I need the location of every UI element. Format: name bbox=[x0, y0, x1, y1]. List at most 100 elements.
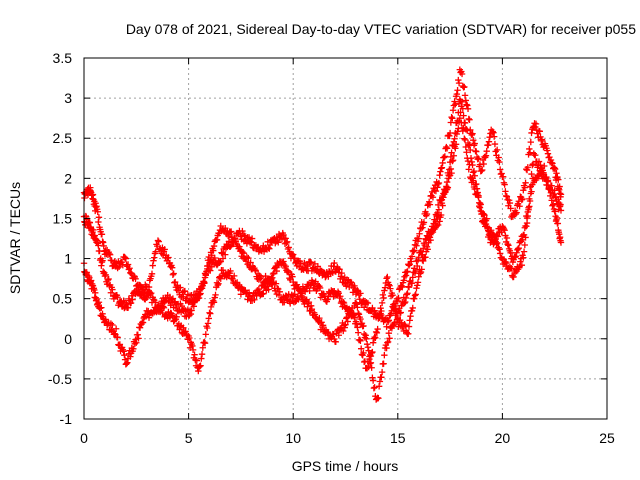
scatter-point bbox=[145, 314, 153, 321]
scatter-point bbox=[112, 325, 120, 332]
scatter-point bbox=[384, 273, 391, 281]
scatter-point bbox=[340, 299, 348, 307]
scatter-point bbox=[393, 308, 400, 316]
scatter-point bbox=[384, 339, 391, 346]
scatter-point bbox=[269, 270, 277, 278]
scatter-point bbox=[549, 202, 556, 209]
scatter-point bbox=[553, 214, 561, 222]
scatter-point bbox=[206, 309, 213, 316]
scatter-point bbox=[480, 211, 487, 218]
grid-lines bbox=[84, 58, 607, 419]
scatter-point bbox=[400, 277, 407, 284]
scatter-point bbox=[524, 212, 532, 220]
scatter-point bbox=[525, 206, 532, 213]
scatter-point bbox=[355, 329, 362, 336]
scatter-point bbox=[405, 323, 413, 330]
scatter-point bbox=[115, 263, 123, 270]
scatter-point bbox=[191, 351, 198, 358]
scatter-point bbox=[402, 294, 410, 302]
scatter-point bbox=[466, 141, 473, 148]
scatter-point bbox=[507, 205, 514, 212]
scatter-point bbox=[265, 286, 272, 293]
scatter-point bbox=[528, 129, 535, 137]
scatter-point bbox=[245, 289, 253, 296]
scatter-point bbox=[133, 339, 140, 346]
scatter-point bbox=[408, 280, 416, 287]
scatter-point bbox=[438, 164, 446, 171]
scatter-point bbox=[144, 290, 151, 297]
scatter-point bbox=[118, 258, 126, 266]
scatter-point bbox=[502, 259, 510, 267]
scatter-point bbox=[159, 303, 167, 310]
scatter-point bbox=[340, 298, 347, 306]
scatter-point bbox=[204, 324, 211, 332]
scatter-point bbox=[456, 114, 464, 122]
scatter-point bbox=[494, 157, 502, 164]
scatter-point bbox=[227, 267, 234, 275]
scatter-point bbox=[280, 231, 287, 239]
scatter-point bbox=[272, 280, 280, 287]
scatter-point bbox=[503, 234, 511, 242]
scatter-point bbox=[101, 272, 109, 280]
scatter-point bbox=[500, 225, 508, 233]
scatter-point bbox=[402, 322, 409, 329]
scatter-point bbox=[470, 169, 477, 176]
scatter-point bbox=[370, 335, 378, 342]
scatter-point bbox=[372, 334, 379, 342]
scatter-point bbox=[369, 377, 377, 384]
scatter-point bbox=[399, 283, 406, 291]
scatter-point bbox=[95, 242, 102, 249]
scatter-point bbox=[414, 279, 422, 286]
scatter-point bbox=[143, 294, 150, 302]
scatter-point bbox=[446, 132, 453, 140]
scatter-point bbox=[198, 355, 205, 362]
scatter-point bbox=[123, 360, 130, 367]
scatter-point bbox=[336, 266, 343, 273]
scatter-point bbox=[95, 214, 103, 221]
scatter-point bbox=[210, 242, 218, 250]
scatter-point bbox=[145, 283, 153, 291]
scatter-point bbox=[530, 150, 537, 157]
scatter-point bbox=[413, 242, 420, 249]
scatter-point bbox=[511, 253, 519, 261]
scatter-point bbox=[512, 253, 520, 260]
scatter-point bbox=[207, 256, 214, 264]
scatter-point bbox=[424, 246, 431, 253]
scatter-point bbox=[282, 235, 289, 242]
scatter-point bbox=[324, 328, 331, 336]
scatter-point bbox=[493, 146, 501, 154]
scatter-point bbox=[410, 248, 417, 255]
scatter-point bbox=[127, 353, 134, 360]
scatter-point bbox=[139, 319, 147, 326]
scatter-point bbox=[465, 142, 472, 149]
scatter-point bbox=[557, 207, 565, 214]
scatter-point bbox=[219, 250, 226, 257]
scatter-point bbox=[432, 187, 440, 195]
scatter-point bbox=[490, 129, 497, 136]
scatter-point bbox=[390, 301, 397, 308]
scatter-point bbox=[222, 251, 229, 258]
scatter-point bbox=[464, 102, 471, 109]
scatter-point bbox=[378, 307, 385, 315]
scatter-point bbox=[481, 211, 488, 219]
scatter-point bbox=[485, 138, 493, 145]
scatter-point bbox=[465, 166, 472, 173]
scatter-point bbox=[415, 235, 422, 242]
scatter-point bbox=[471, 140, 478, 147]
scatter-point bbox=[434, 209, 441, 217]
scatter-point bbox=[401, 321, 408, 328]
scatter-point bbox=[405, 262, 413, 269]
scatter-point bbox=[431, 216, 438, 223]
scatter-point bbox=[459, 105, 467, 112]
scatter-point bbox=[513, 249, 520, 256]
scatter-point bbox=[371, 333, 378, 341]
scatter-point bbox=[124, 261, 132, 268]
scatter-point bbox=[498, 170, 505, 177]
scatter-point bbox=[132, 336, 139, 343]
scatter-point bbox=[409, 304, 416, 312]
scatter-point bbox=[214, 281, 221, 289]
plot-frame bbox=[83, 57, 608, 420]
scatter-point bbox=[338, 269, 345, 277]
scatter-point bbox=[367, 352, 375, 360]
scatter-point bbox=[247, 259, 254, 266]
